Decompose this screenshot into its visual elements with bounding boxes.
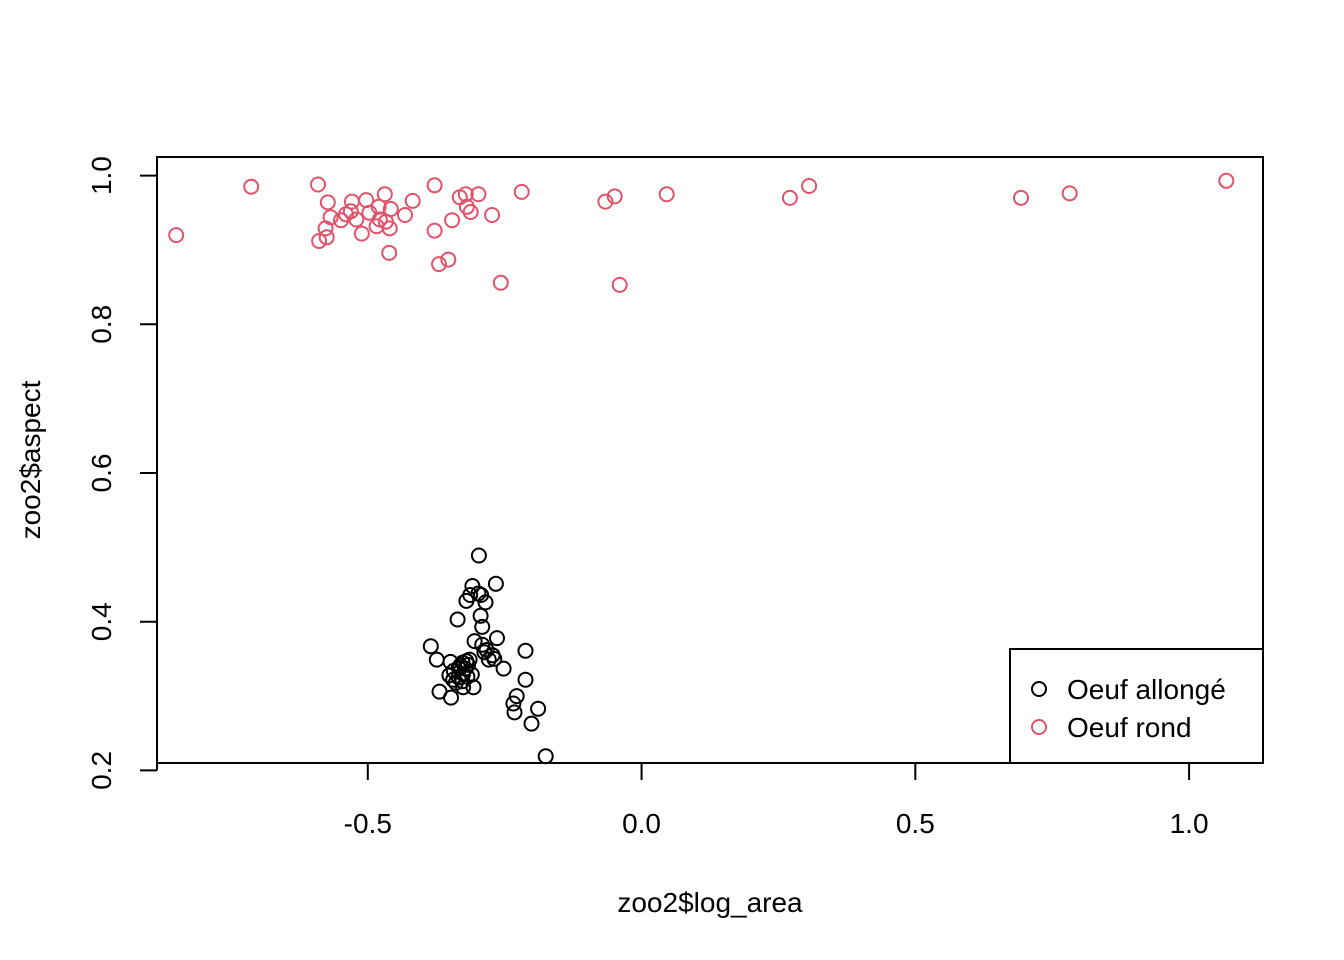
data-point bbox=[462, 204, 479, 220]
data-point bbox=[465, 679, 482, 696]
data-point bbox=[466, 633, 483, 650]
data-point bbox=[801, 178, 818, 194]
y-tick-label: 1.0 bbox=[86, 156, 117, 195]
data-point bbox=[431, 256, 447, 273]
data-point bbox=[517, 642, 534, 659]
series-1-points bbox=[422, 547, 554, 765]
data-point bbox=[310, 176, 326, 193]
x-axis: -0.5 0.0 0.5 1.0 bbox=[344, 762, 1209, 839]
data-point bbox=[318, 229, 335, 246]
data-point bbox=[243, 178, 260, 195]
y-tick-label: 0.4 bbox=[86, 602, 117, 641]
data-point bbox=[449, 611, 466, 628]
data-point bbox=[319, 194, 336, 211]
data-point bbox=[426, 177, 443, 194]
x-axis-label: zoo2$log_area bbox=[617, 887, 803, 918]
data-point bbox=[658, 186, 675, 203]
data-point bbox=[517, 671, 534, 688]
data-point bbox=[370, 198, 387, 215]
data-point bbox=[480, 651, 497, 668]
data-point bbox=[376, 186, 393, 203]
data-point bbox=[311, 233, 328, 249]
y-tick-label: 0.8 bbox=[86, 305, 117, 344]
legend-label-oeuf-allonge: Oeuf allongé bbox=[1067, 674, 1226, 705]
data-point bbox=[505, 695, 522, 712]
data-point bbox=[472, 607, 489, 624]
data-point bbox=[381, 220, 398, 237]
data-point bbox=[322, 209, 339, 226]
data-point bbox=[381, 244, 398, 261]
legend-label-oeuf-rond: Oeuf rond bbox=[1067, 712, 1192, 743]
y-tick-label: 0.6 bbox=[86, 454, 117, 493]
data-point bbox=[474, 618, 491, 635]
data-point bbox=[457, 186, 474, 203]
data-point bbox=[397, 207, 413, 223]
data-point bbox=[1061, 185, 1078, 202]
data-point bbox=[513, 183, 530, 200]
legend-marker-oeuf-allonge bbox=[1031, 681, 1047, 697]
data-point bbox=[382, 201, 399, 217]
data-point bbox=[523, 715, 540, 732]
points-layer bbox=[168, 172, 1235, 765]
data-point bbox=[404, 192, 421, 209]
legend: Oeuf allongé Oeuf rond bbox=[1009, 648, 1264, 764]
data-point bbox=[474, 636, 491, 653]
legend-box bbox=[1009, 648, 1264, 764]
data-point bbox=[489, 630, 505, 647]
data-point bbox=[611, 276, 628, 293]
data-point bbox=[486, 650, 503, 667]
data-point bbox=[422, 638, 439, 655]
data-point bbox=[168, 227, 185, 244]
y-tick-label: 0.2 bbox=[86, 751, 117, 790]
data-point bbox=[477, 594, 494, 611]
data-point bbox=[444, 212, 461, 229]
data-point bbox=[470, 547, 487, 564]
y-axis-label: zoo2$aspect bbox=[15, 380, 46, 539]
data-point bbox=[440, 251, 457, 268]
data-point bbox=[353, 225, 370, 242]
data-point bbox=[426, 222, 443, 239]
data-point bbox=[1218, 172, 1235, 189]
x-tick-label: -0.5 bbox=[344, 808, 392, 839]
data-point bbox=[458, 592, 475, 609]
data-point bbox=[470, 186, 487, 203]
data-point bbox=[781, 189, 798, 206]
data-point bbox=[597, 193, 614, 210]
data-point bbox=[1013, 189, 1029, 206]
data-point bbox=[606, 188, 623, 205]
data-point bbox=[342, 203, 359, 220]
data-point bbox=[506, 704, 523, 721]
x-tick-label: 0.5 bbox=[896, 808, 935, 839]
data-point bbox=[443, 689, 459, 706]
y-axis: 0.2 0.4 0.6 0.8 1.0 bbox=[86, 156, 158, 790]
data-point bbox=[455, 679, 472, 696]
series-2-points bbox=[168, 172, 1235, 293]
x-tick-label: 1.0 bbox=[1170, 808, 1209, 839]
data-point bbox=[492, 274, 509, 291]
legend-marker-oeuf-rond bbox=[1031, 719, 1047, 735]
data-point bbox=[484, 207, 501, 223]
data-point bbox=[495, 660, 512, 677]
data-point bbox=[460, 656, 476, 673]
data-point bbox=[530, 700, 547, 717]
data-point bbox=[348, 211, 365, 228]
data-point bbox=[508, 688, 525, 705]
data-point bbox=[487, 575, 504, 592]
x-tick-label: 0.0 bbox=[622, 808, 661, 839]
data-point bbox=[445, 671, 462, 688]
